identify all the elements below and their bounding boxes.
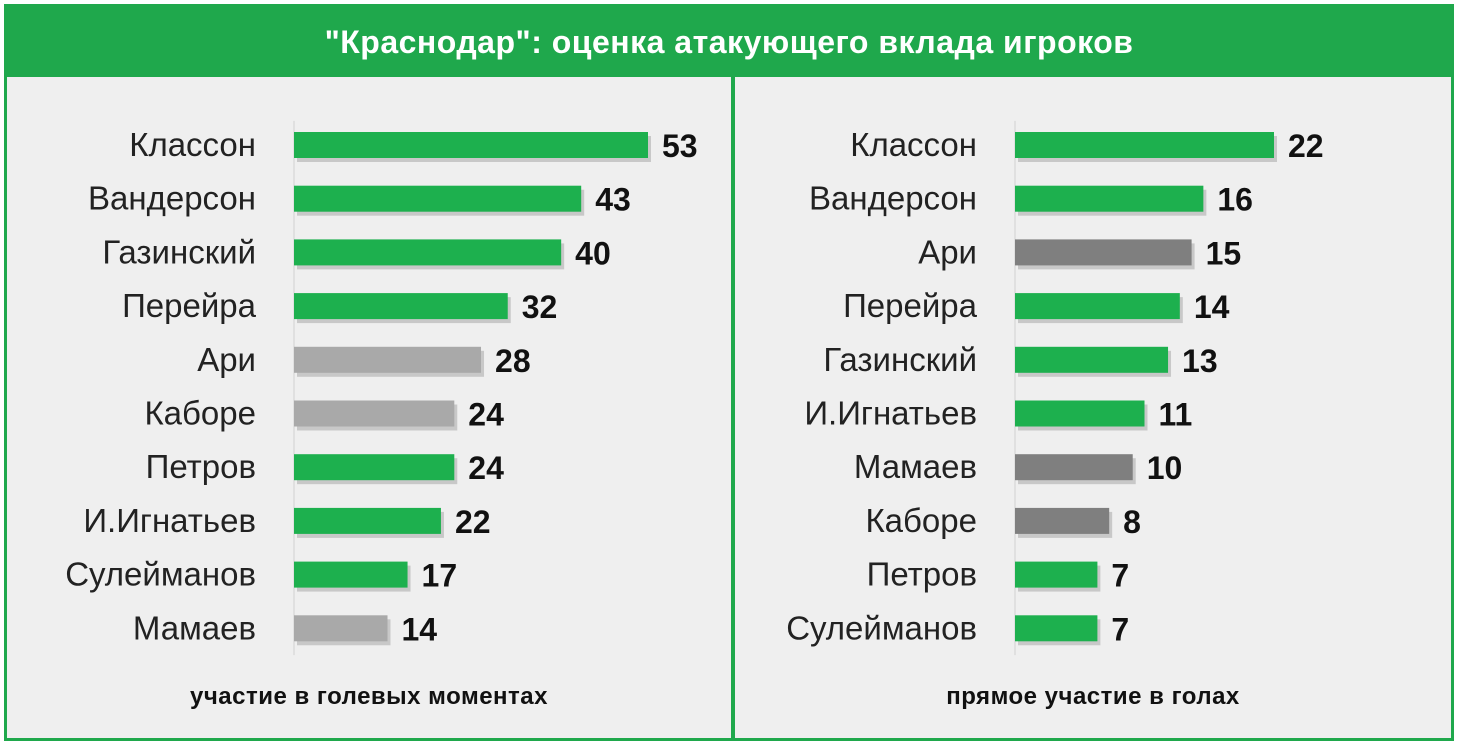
right-value-label: 22	[1288, 128, 1324, 164]
left-chart-panel: Классон 53 Вандерсон 43 Газинский 40 Перейра 32…	[7, 77, 731, 738]
left-value-label: 22	[455, 504, 491, 540]
left-bar	[294, 185, 582, 212]
right-value-label: 8	[1123, 504, 1141, 540]
left-category-label: Классон	[129, 126, 256, 163]
left-category-label: Газинский	[102, 233, 256, 270]
right-bar	[1015, 507, 1110, 534]
left-category-label: Ари	[197, 341, 256, 378]
left-value-label: 28	[495, 343, 531, 379]
left-value-label: 53	[662, 128, 698, 164]
right-category-label: Сулейманов	[786, 609, 977, 646]
left-bar	[294, 400, 455, 427]
right-value-label: 7	[1111, 558, 1129, 594]
right-category-label: Классон	[850, 126, 977, 163]
left-category-label: Перейра	[122, 287, 257, 324]
right-value-label: 11	[1159, 397, 1193, 433]
left-category-label: Петров	[146, 448, 256, 485]
left-category-label: Вандерсон	[88, 180, 256, 217]
right-category-label: Перейра	[843, 287, 978, 324]
right-value-label: 16	[1217, 182, 1253, 218]
left-category-label: Мамаев	[133, 609, 256, 646]
right-bar	[1015, 185, 1204, 212]
left-bar	[294, 132, 648, 158]
left-bar	[294, 293, 508, 320]
right-category-label: Мамаев	[854, 448, 977, 485]
left-value-label: 14	[402, 611, 438, 647]
left-bar	[294, 561, 408, 588]
left-bar	[294, 454, 455, 481]
left-bar	[294, 239, 562, 266]
left-chart-xlabel: участие в голевых моментах	[189, 683, 549, 710]
right-category-label: Ари	[918, 233, 977, 270]
left-value-label: 32	[522, 289, 558, 325]
right-bar	[1015, 400, 1145, 427]
right-bar	[1015, 454, 1133, 481]
chart-title: "Краснодар": оценка атакующего вклада иг…	[7, 7, 1451, 77]
right-chart-xlabel: прямое участие в голах	[946, 683, 1240, 710]
chart-frame: "Краснодар": оценка атакующего вклада иг…	[4, 4, 1454, 741]
right-value-label: 10	[1147, 450, 1183, 486]
right-category-label: Петров	[867, 556, 977, 593]
left-value-label: 17	[422, 558, 458, 594]
left-value-label: 24	[468, 450, 504, 486]
right-bar	[1015, 239, 1192, 266]
left-value-label: 24	[468, 397, 504, 433]
right-category-label: Газинский	[823, 341, 977, 378]
right-value-label: 13	[1182, 343, 1218, 379]
right-bar	[1015, 293, 1180, 320]
right-bar	[1015, 561, 1098, 588]
right-bar	[1015, 346, 1169, 373]
right-value-label: 14	[1194, 289, 1230, 325]
right-category-label: И.Игнатьев	[804, 395, 977, 432]
right-bar-chart: Классон 22 Вандерсон 16 Ари 15 Перейра 14 Газинс…	[786, 120, 1324, 656]
left-bar	[294, 615, 388, 642]
left-value-label: 43	[595, 182, 631, 218]
panel-divider	[731, 77, 735, 738]
left-value-label: 40	[575, 235, 611, 271]
right-category-label: Вандерсон	[809, 180, 977, 217]
left-category-label: Каборе	[144, 395, 256, 432]
left-category-label: Сулейманов	[65, 556, 256, 593]
right-value-label: 15	[1206, 235, 1242, 271]
left-bar	[294, 346, 482, 373]
left-bar	[294, 507, 441, 534]
right-bar	[1015, 615, 1098, 642]
right-value-label: 7	[1111, 611, 1129, 647]
right-category-label: Каборе	[865, 502, 977, 539]
right-bar	[1015, 132, 1274, 158]
right-chart-panel: Классон 22 Вандерсон 16 Ари 15 Перейра 14 Газинс…	[735, 77, 1451, 738]
left-category-label: И.Игнатьев	[83, 502, 256, 539]
left-bar-chart: Классон 53 Вандерсон 43 Газинский 40 Перейра 32…	[65, 120, 698, 656]
